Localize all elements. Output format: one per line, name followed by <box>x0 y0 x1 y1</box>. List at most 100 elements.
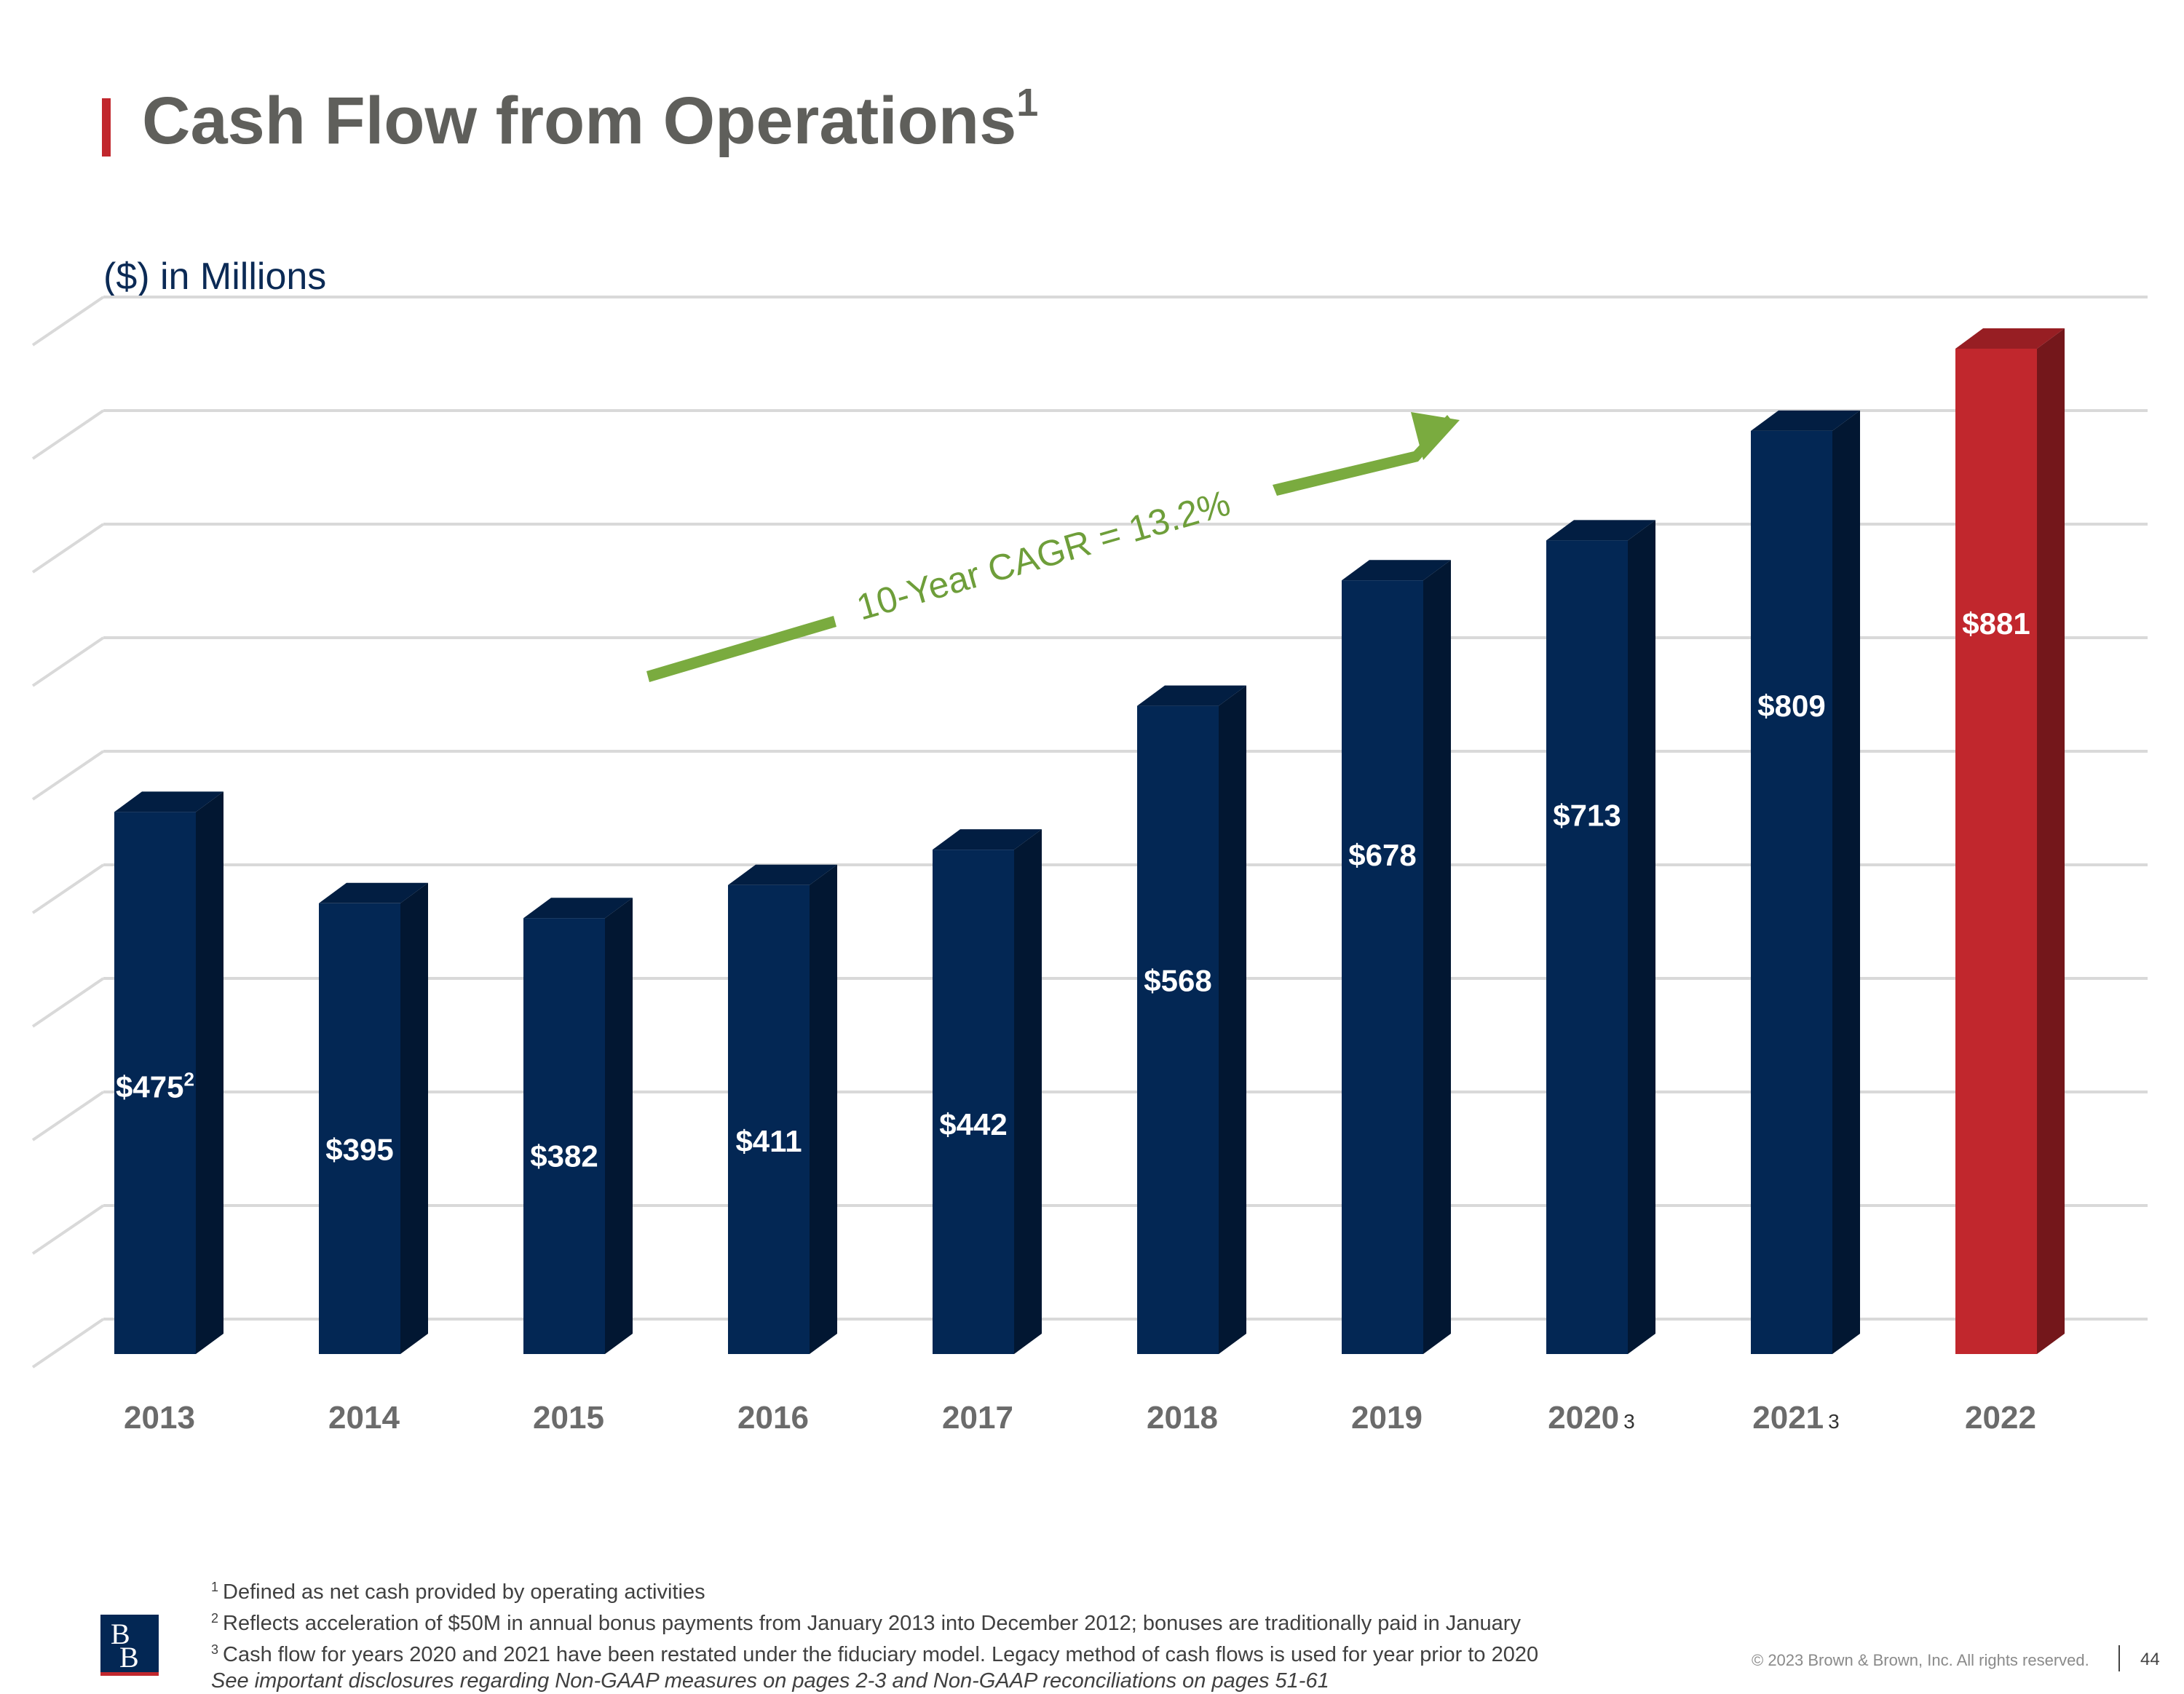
category-label-text: 2020 <box>1548 1400 1619 1436</box>
page-separator <box>2118 1645 2120 1671</box>
bar-top <box>933 829 1042 850</box>
bar-2017 <box>933 829 1042 1354</box>
bar-2016 <box>728 864 837 1354</box>
value-label-text: $568 <box>1144 964 1211 998</box>
bar-2021 <box>1751 410 1860 1354</box>
bar-top <box>523 898 633 919</box>
bar-2019 <box>1342 560 1451 1354</box>
bar-front <box>1546 540 1628 1354</box>
page-title: Cash Flow from Operations1 <box>142 81 1039 158</box>
page-number: 44 <box>2140 1650 2160 1669</box>
copyright-text: © 2023 Brown & Brown, Inc. All rights re… <box>1752 1651 2089 1669</box>
gridline-depth <box>31 1091 105 1141</box>
bar-front <box>523 918 605 1354</box>
bar-side <box>810 864 837 1354</box>
category-label-text: 2015 <box>533 1400 604 1436</box>
value-label: $568 <box>1144 964 1211 998</box>
bar-side <box>1219 685 1246 1354</box>
value-label: $809 <box>1757 689 1825 723</box>
bar-side <box>196 791 223 1354</box>
bar-top <box>114 791 223 812</box>
bar-2014 <box>319 882 428 1354</box>
value-label-text: $475 <box>116 1069 183 1104</box>
bar-side <box>2037 328 2065 1355</box>
gridline-depth <box>31 409 105 460</box>
value-label: $442 <box>939 1107 1007 1141</box>
title-accent-bar <box>102 98 111 157</box>
footnote-3: 3 Cash flow for years 2020 and 2021 have … <box>211 1642 1539 1666</box>
cagr-arrow-tail <box>646 616 836 682</box>
bar-front <box>728 884 810 1354</box>
cagr-annotation: 10-Year CAGR = 13.2% <box>646 412 1460 682</box>
value-label-text: $411 <box>735 1124 802 1158</box>
units-label: ($) in Millions <box>103 256 327 298</box>
bars <box>114 328 2065 1355</box>
bar-2020 <box>1546 520 1655 1354</box>
category-label: 2015 <box>533 1400 604 1436</box>
category-label: 2016 <box>737 1400 809 1436</box>
value-label-text: $678 <box>1348 838 1416 872</box>
bar-top <box>1751 410 1860 431</box>
category-label: 2014 <box>328 1400 400 1436</box>
bar-front <box>1751 430 1832 1354</box>
category-label: 2021 3 <box>1752 1400 1839 1436</box>
gridline-depth <box>31 863 105 914</box>
bar-top <box>1137 685 1246 706</box>
disclosure-note: See important disclosures regarding Non-… <box>211 1669 1329 1693</box>
value-label-text: $442 <box>939 1107 1007 1141</box>
bar-top <box>1546 520 1655 541</box>
value-label-text: $809 <box>1757 689 1825 723</box>
gridline-depth <box>31 977 105 1028</box>
gridline-depth <box>31 1318 105 1369</box>
gridline-depth <box>31 750 105 801</box>
category-label-text: 2016 <box>737 1400 809 1436</box>
gridline-depth <box>31 1204 105 1255</box>
value-label-text: $395 <box>325 1132 393 1166</box>
value-label-text: $382 <box>530 1139 598 1173</box>
category-label: 2018 <box>1147 1400 1218 1436</box>
footnote-1: 1 Defined as net cash provided by operati… <box>211 1580 705 1604</box>
logo-letter-tspan: B <box>119 1641 139 1673</box>
value-label-sup: 2 <box>183 1068 194 1090</box>
category-label: 2022 <box>1965 1400 2036 1436</box>
logo-letter-tspan: B <box>111 1618 130 1650</box>
category-label-sup: 3 <box>1828 1410 1840 1433</box>
cash-flow-bar-chart: 10-Year CAGR = 13.2% $4752 $395 $382 $411 $4… <box>31 296 2148 1436</box>
gridline-depth <box>31 296 105 347</box>
category-label-sup: 3 <box>1623 1410 1635 1433</box>
bar-2013 <box>114 791 223 1354</box>
bar-side <box>1628 520 1655 1354</box>
value-label-text: $881 <box>1962 606 2030 641</box>
category-label-text: 2018 <box>1147 1400 1218 1436</box>
category-label: 2017 <box>942 1400 1013 1436</box>
bar-top <box>1342 560 1451 581</box>
bar-2022 <box>1955 328 2065 1355</box>
gridline-depth <box>31 636 105 687</box>
cagr-text: 10-Year CAGR = 13.2% <box>852 483 1235 628</box>
bar-front <box>319 903 400 1354</box>
bar-2015 <box>523 898 633 1354</box>
bar-2018 <box>1137 685 1246 1354</box>
value-label: $713 <box>1553 798 1621 832</box>
category-label-text: 2013 <box>124 1400 195 1436</box>
value-label: $411 <box>735 1124 802 1158</box>
footnotes: 1 Defined as net cash provided by operati… <box>211 1574 1538 1694</box>
bar-front <box>1137 705 1219 1354</box>
value-label: $678 <box>1348 838 1416 872</box>
category-label: 2019 <box>1351 1400 1423 1436</box>
category-label: 2013 <box>124 1400 195 1436</box>
category-label-text: 2022 <box>1965 1400 2036 1436</box>
category-label-text: 2019 <box>1351 1400 1423 1436</box>
cagr-arrow-tip <box>1411 412 1460 460</box>
bar-top <box>1955 328 2065 349</box>
value-label: $881 <box>1962 606 2030 641</box>
bar-side <box>400 882 428 1354</box>
gridline-depth <box>31 523 105 574</box>
category-label-text: 2021 <box>1752 1400 1824 1436</box>
value-label: $382 <box>530 1139 598 1173</box>
bar-side <box>605 898 633 1354</box>
footnote-2: 2 Reflects acceleration of $50M in annual… <box>211 1611 1521 1635</box>
